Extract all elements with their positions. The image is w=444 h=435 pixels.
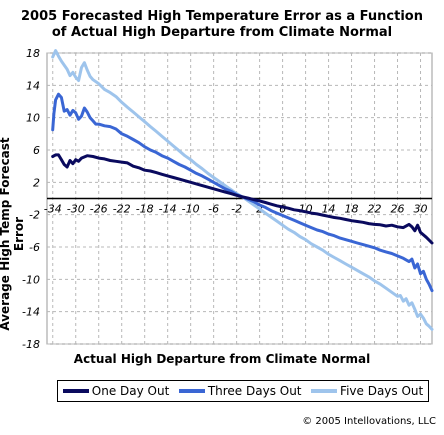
x-axis-label: Actual High Departure from Climate Norma… bbox=[73, 352, 371, 366]
x-tick-label: 26 bbox=[391, 203, 405, 216]
y-tick-label: -18 bbox=[22, 338, 40, 351]
x-tick-label: 30 bbox=[414, 203, 428, 216]
copyright-text: © 2005 Intellovations, LLC bbox=[302, 416, 436, 427]
x-tick-label: -2 bbox=[231, 203, 242, 216]
legend-swatch-one-day bbox=[62, 389, 89, 393]
legend-label-five-days: Five Days Out bbox=[340, 384, 424, 398]
chart-title-line-1: 2005 Forecasted High Temperature Error a… bbox=[21, 9, 423, 24]
x-tick-label: -6 bbox=[208, 203, 219, 216]
y-tick-label: 6 bbox=[33, 144, 40, 157]
series-line-three-days bbox=[51, 92, 434, 293]
y-axis-label: Average High Temp Forecast Error bbox=[0, 137, 26, 331]
x-tick-label: -14 bbox=[159, 203, 177, 216]
x-tick-label: 14 bbox=[322, 203, 336, 216]
chart-title-line-2: of Actual High Departure from Climate No… bbox=[51, 25, 393, 40]
y-tick-label: -6 bbox=[29, 241, 40, 254]
x-tick-label: -34 bbox=[44, 203, 62, 216]
legend-swatch-three-days bbox=[178, 389, 205, 393]
legend: One Day Out Three Days Out Five Days Out bbox=[57, 380, 429, 402]
legend-item-three-days: Three Days Out bbox=[178, 384, 302, 398]
y-tick-label: -14 bbox=[22, 306, 40, 319]
y-tick-label: -2 bbox=[29, 209, 40, 222]
y-tick-label: 10 bbox=[26, 112, 40, 125]
legend-label-three-days: Three Days Out bbox=[207, 384, 302, 398]
legend-item-five-days: Five Days Out bbox=[311, 384, 423, 398]
y-tick-label: 14 bbox=[26, 79, 40, 92]
y-tick-label: 18 bbox=[26, 47, 40, 60]
x-tick-label: 6 bbox=[279, 203, 286, 216]
legend-label-one-day: One Day Out bbox=[91, 384, 170, 398]
x-tick-label: 22 bbox=[368, 203, 382, 216]
x-tick-label: 18 bbox=[345, 203, 359, 216]
x-tick-label: -22 bbox=[113, 203, 131, 216]
x-tick-label: -10 bbox=[182, 203, 200, 216]
legend-item-one-day: One Day Out bbox=[62, 384, 170, 398]
series-line-one-day bbox=[51, 153, 434, 245]
x-tick-label: -26 bbox=[90, 203, 108, 216]
x-tick-label: -30 bbox=[67, 203, 85, 216]
series-lines bbox=[51, 49, 434, 331]
y-tick-label: 2 bbox=[33, 176, 40, 189]
y-tick-label: -10 bbox=[22, 273, 40, 286]
x-tick-label: -18 bbox=[136, 203, 154, 216]
legend-swatch-five-days bbox=[311, 389, 338, 393]
